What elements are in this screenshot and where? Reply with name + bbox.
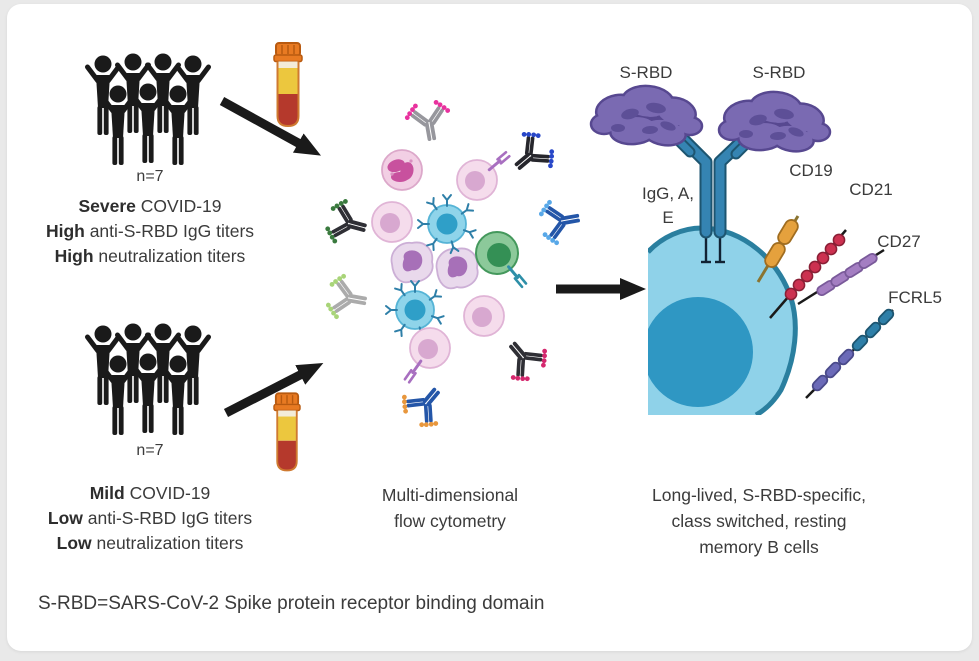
person-silhouette (100, 85, 136, 165)
srbd-antigen-left (589, 84, 704, 147)
antibody-icon (538, 199, 580, 246)
cd27-marker (797, 248, 885, 306)
memory-bcell-caption: Long-lived, S-RBD-specific, class switch… (628, 482, 890, 560)
bcr-isotype-label: IgG, A, E (618, 182, 718, 230)
cd19-label: CD19 (789, 161, 833, 180)
person-silhouette (175, 325, 211, 405)
severe-line-2: High anti-S-RBD IgG titers (45, 221, 255, 241)
srbd-left-label: S-RBD (619, 63, 673, 82)
person-silhouette (130, 83, 166, 163)
mild-line-1: Mild COVID-19 (89, 483, 211, 503)
severe-line-1: Severe COVID-19 (78, 196, 222, 216)
flow-caption-line1: Multi-dimensional (381, 485, 519, 505)
flow-cytometry-caption: Multi-dimensional flow cytometry (330, 482, 570, 534)
severe-cohort-count: n=7 (136, 168, 164, 185)
severe-line-3: High neutralization titers (54, 246, 246, 266)
cell-green (475, 231, 528, 289)
cell-dendritic-blue (385, 280, 445, 341)
arrow-severe-to-cytometry (219, 97, 322, 156)
fcrl5-label: FCRL5 (888, 288, 942, 307)
cell-dendritic-blue (417, 194, 477, 255)
cell-neutrophil (435, 247, 479, 290)
severe-cohort-description: Severe COVID-19 High anti-S-RBD IgG tite… (18, 194, 282, 269)
blood-tube-mild (273, 392, 301, 472)
blood-tube-severe (273, 42, 303, 128)
bcell-nucleus (648, 297, 753, 407)
bcr-isotype-line1: IgG, A, (642, 184, 694, 203)
mild-cohort-count: n=7 (136, 442, 164, 459)
bcr-isotype-line2: E (662, 208, 674, 227)
mild-line-2: Low anti-S-RBD IgG titers (47, 508, 253, 528)
bcell-caption-line1: Long-lived, S-RBD-specific, (652, 485, 866, 505)
person-silhouette (160, 85, 196, 165)
antibody-icon (401, 387, 440, 428)
cd19-marker (756, 215, 800, 283)
arrow-mild-to-cytometry (223, 363, 324, 418)
antibody-icon (514, 131, 555, 170)
cell-pink_receptor (403, 327, 451, 384)
cell-pink (463, 295, 505, 337)
cd21-label: CD21 (849, 180, 893, 199)
cell-pink_receptor (456, 150, 511, 201)
mild-cohort-description: Mild COVID-19 Low anti-S-RBD IgG titers … (18, 481, 282, 556)
cd21-marker (769, 229, 847, 319)
antibody-icon (325, 273, 367, 320)
bcell-caption-line3: memory B cells (699, 537, 819, 557)
footnote-abbreviation: S-RBD=SARS-CoV-2 Spike protein receptor … (38, 593, 545, 614)
person-silhouette (175, 55, 211, 135)
fcrl5-marker (805, 308, 895, 399)
antibody-icon (404, 99, 451, 141)
flow-caption-line2: flow cytometry (394, 511, 506, 531)
antibody-icon (325, 199, 367, 244)
person-silhouette (115, 323, 151, 403)
mild-cohort-people (85, 323, 211, 435)
cell-pink (371, 201, 413, 243)
severe-cohort-people (85, 53, 211, 165)
cd27-label: CD27 (877, 232, 921, 251)
bcell-caption-line2: class switched, resting (671, 511, 847, 531)
srbd-antigen-right (717, 90, 832, 153)
antibody-icon (509, 341, 548, 382)
person-silhouette (100, 355, 136, 435)
mild-line-3: Low neutralization titers (56, 533, 244, 553)
memory-bcell-body (648, 225, 798, 415)
cell-monocyte (381, 149, 423, 191)
person-silhouette (160, 355, 196, 435)
srbd-right-label: S-RBD (752, 63, 806, 82)
cell-neutrophil (390, 241, 434, 284)
